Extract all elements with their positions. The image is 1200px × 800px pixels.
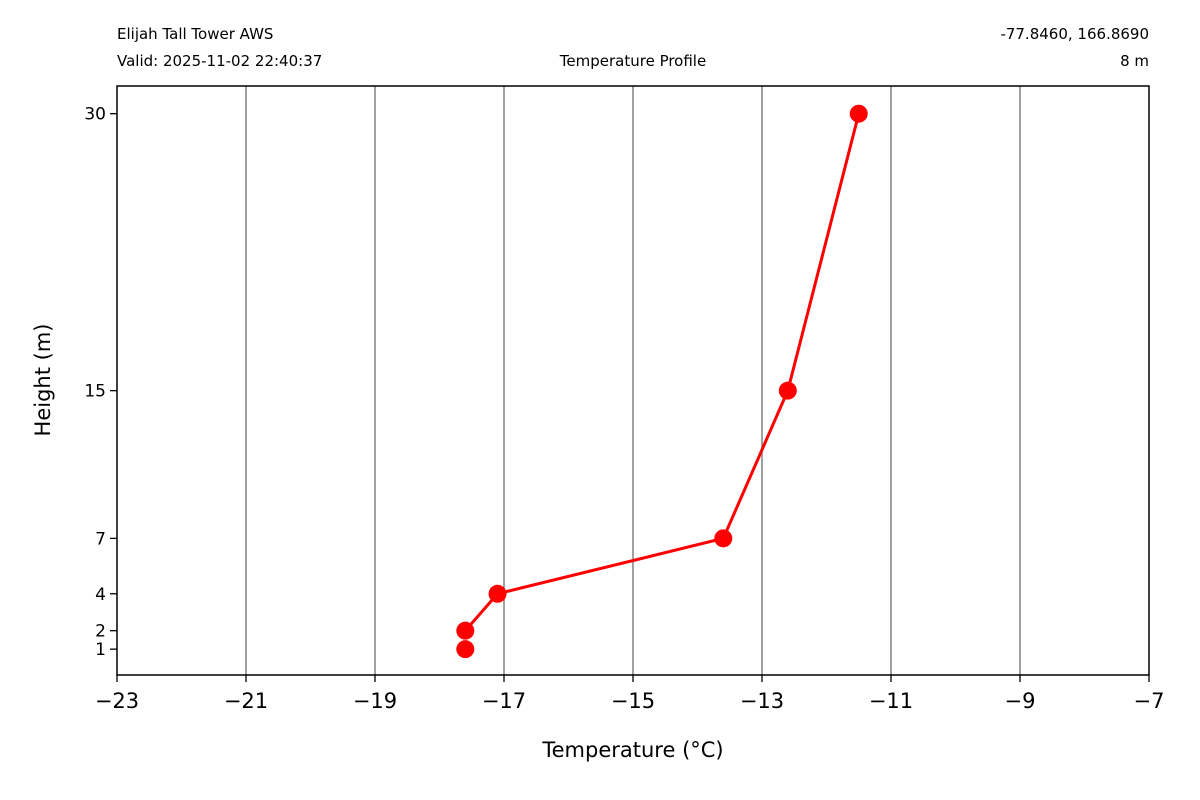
data-point-2m	[456, 621, 475, 640]
x-tick-label: −13	[740, 689, 784, 713]
elevation: 8 m	[1120, 52, 1149, 70]
data-point-1m	[456, 640, 475, 659]
data-point-30m	[849, 104, 868, 123]
data-point-15m	[778, 381, 797, 400]
x-tick-label: −11	[869, 689, 913, 713]
x-tick-label: −15	[611, 689, 655, 713]
y-tick-label: 4	[95, 585, 106, 605]
data-point-7m	[714, 529, 733, 548]
x-tick-label: −7	[1134, 689, 1165, 713]
x-tick-label: −9	[1005, 689, 1036, 713]
valid-time: Valid: 2025-11-02 22:40:37	[117, 52, 323, 70]
y-tick-label: 15	[84, 382, 106, 402]
y-tick-label: 30	[84, 105, 106, 125]
y-axis-label: Height (m)	[31, 324, 55, 437]
data-point-4m	[488, 584, 507, 603]
y-tick-label: 7	[95, 529, 106, 549]
y-tick-label: 1	[95, 640, 106, 660]
coordinates: -77.8460, 166.8690	[1000, 25, 1149, 43]
x-tick-label: −21	[224, 689, 268, 713]
x-tick-label: −19	[353, 689, 397, 713]
y-tick-label: 2	[95, 622, 106, 642]
station-name: Elijah Tall Tower AWS	[117, 25, 274, 43]
x-tick-label: −23	[95, 689, 139, 713]
chart-title: Temperature Profile	[559, 52, 707, 70]
temperature-line	[464, 113, 861, 632]
x-axis-label: Temperature (°C)	[541, 738, 723, 762]
x-tick-label: −17	[482, 689, 526, 713]
